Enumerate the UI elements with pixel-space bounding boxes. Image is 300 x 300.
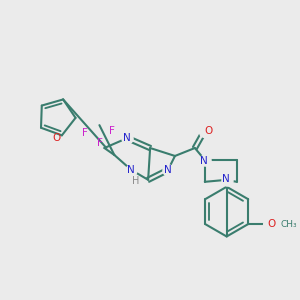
Text: N: N	[128, 165, 135, 175]
Text: H: H	[131, 176, 139, 186]
Text: N: N	[222, 174, 230, 184]
Text: O: O	[267, 219, 275, 229]
Text: N: N	[123, 133, 131, 143]
Text: N: N	[164, 165, 172, 175]
Text: CH₃: CH₃	[280, 220, 297, 229]
Text: O: O	[53, 133, 61, 143]
Text: F: F	[82, 128, 87, 138]
Text: O: O	[205, 126, 213, 136]
Text: F: F	[98, 138, 103, 148]
Text: F: F	[110, 126, 115, 136]
Text: N: N	[200, 156, 208, 166]
